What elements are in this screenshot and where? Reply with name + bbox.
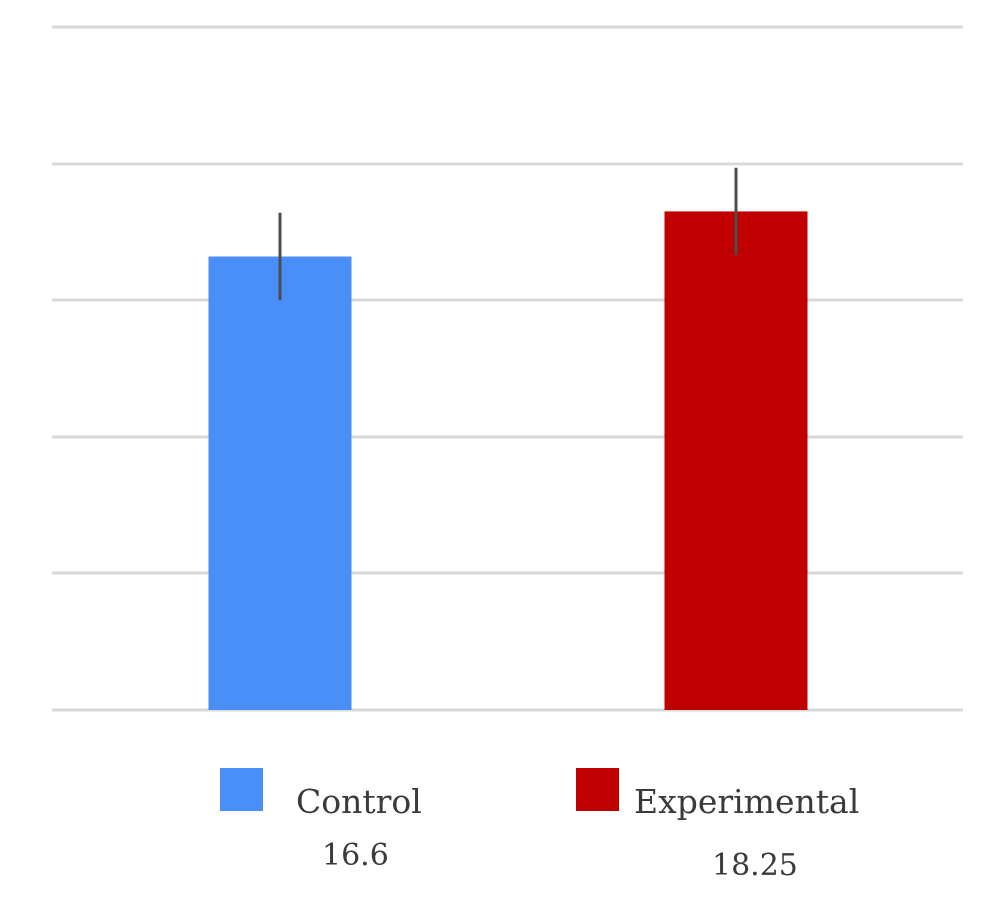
bars xyxy=(208,211,808,710)
bar-control xyxy=(208,256,352,710)
legend-item-experimental: Experimental xyxy=(576,768,876,821)
legend-swatch-control xyxy=(220,768,263,811)
legend-label-control: Control xyxy=(296,782,422,821)
gridlines xyxy=(52,25,963,712)
legend-label-experimental: Experimental xyxy=(634,782,860,821)
error-bars xyxy=(278,167,738,301)
value-label-experimental: 18.25 xyxy=(712,848,798,883)
legend-item-control: Control xyxy=(220,768,440,821)
bar-experimental xyxy=(664,211,808,710)
legend-swatch-experimental xyxy=(576,768,619,811)
value-label-control: 16.6 xyxy=(322,838,389,873)
